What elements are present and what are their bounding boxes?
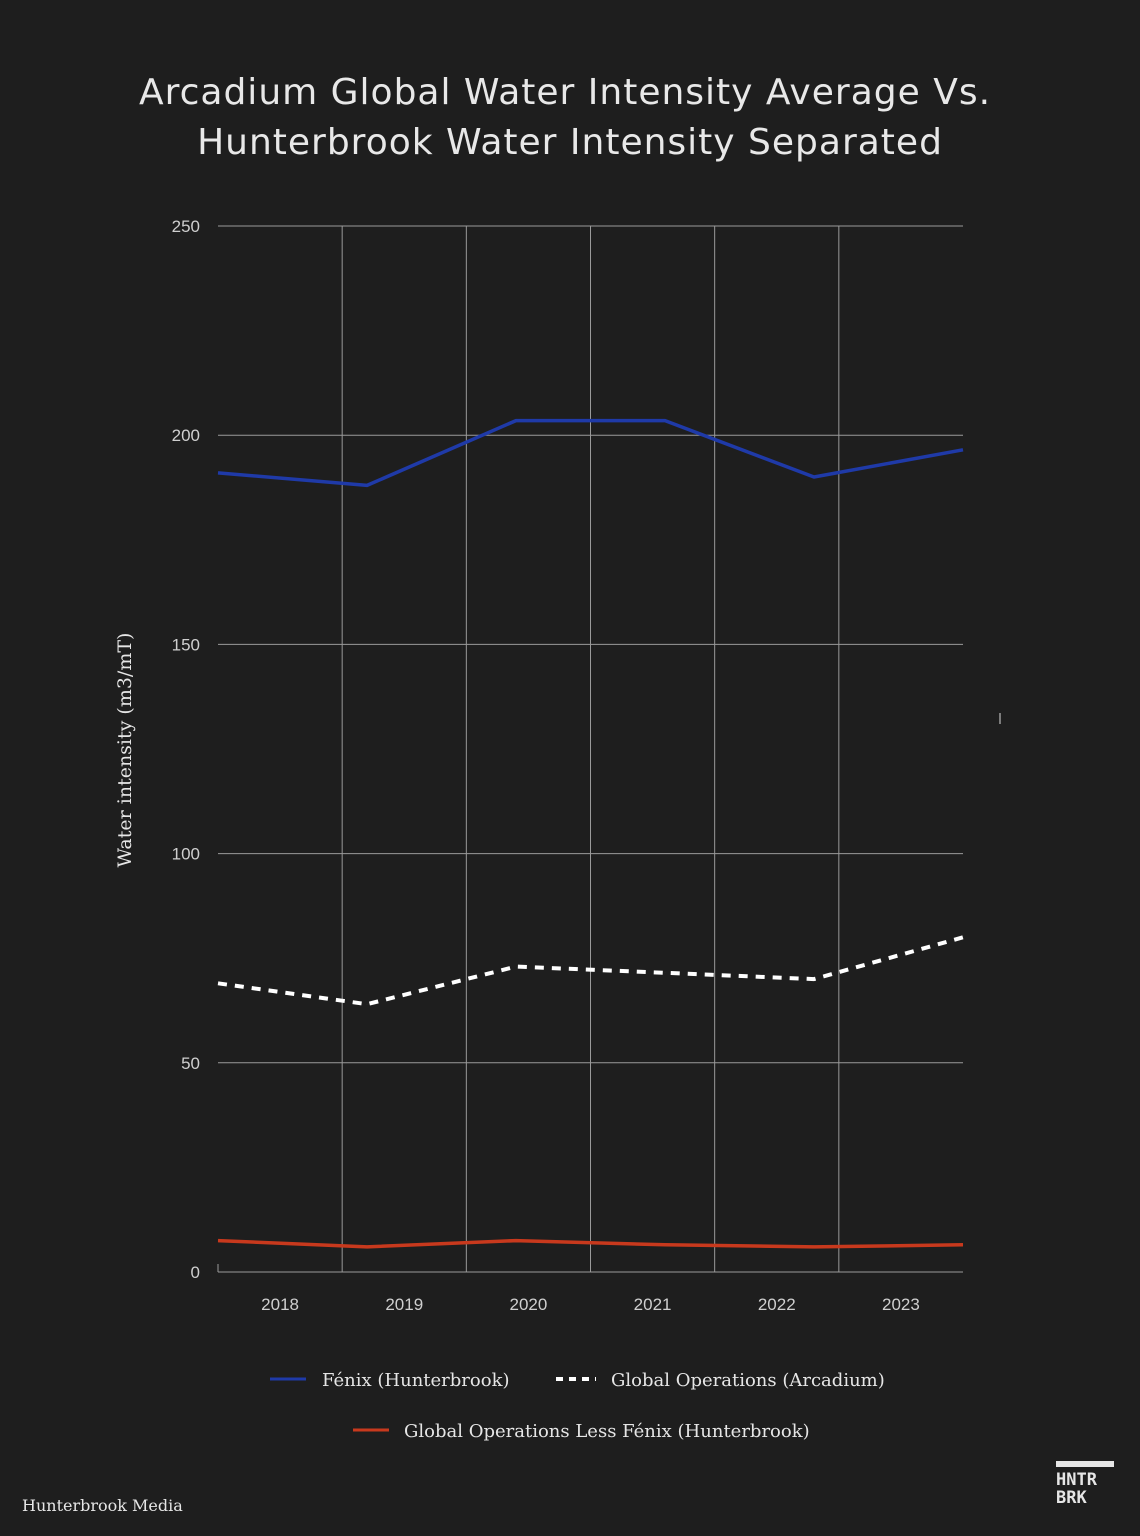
logo-line-1: HNTR — [1056, 1470, 1098, 1490]
y-tick-label-200: 200 — [172, 426, 200, 445]
legend-label-fenix: Fénix (Hunterbrook) — [322, 1370, 510, 1391]
logo-line-2: BRK — [1056, 1488, 1087, 1508]
chart-title-line-1: Arcadium Global Water Intensity Average … — [139, 72, 991, 113]
legend-label-global: Global Operations (Arcadium) — [611, 1370, 885, 1391]
series-lines — [217, 418, 964, 1249]
series-line-1 — [217, 935, 964, 1007]
series-line-0 — [217, 418, 964, 488]
logo-bar — [1056, 1461, 1114, 1467]
footer-source: Hunterbrook Media — [22, 1496, 183, 1515]
x-tick-label-2019: 2019 — [385, 1295, 423, 1314]
series-line-2 — [217, 1238, 964, 1249]
chart-title-line-2: Hunterbrook Water Intensity Separated — [197, 122, 943, 163]
y-tick-label-50: 50 — [181, 1054, 200, 1073]
x-tick-label-2020: 2020 — [510, 1295, 548, 1314]
x-tick-label-2021: 2021 — [634, 1295, 672, 1314]
y-tick-label-100: 100 — [172, 845, 200, 864]
y-axis-label: Water intensity (m3/mT) — [114, 633, 136, 868]
legend: Fénix (Hunterbrook) Global Operations (A… — [270, 1370, 885, 1442]
x-tick-label-2022: 2022 — [758, 1295, 796, 1314]
y-tick-label-150: 150 — [172, 635, 200, 654]
y-axis-ticks: 0 50 100 150 200 250 — [172, 217, 200, 1282]
y-tick-label-0: 0 — [191, 1263, 200, 1282]
x-axis-ticks: 2018 2019 2020 2021 2022 2023 — [261, 1295, 920, 1314]
hntr-brk-logo: HNTR BRK — [1056, 1461, 1114, 1508]
x-tick-label-2018: 2018 — [261, 1295, 299, 1314]
legend-label-less-fenix: Global Operations Less Fénix (Hunterbroo… — [404, 1421, 810, 1442]
x-tick-label-2023: 2023 — [882, 1295, 920, 1314]
y-tick-label-250: 250 — [172, 217, 200, 236]
grid — [217, 225, 963, 1273]
